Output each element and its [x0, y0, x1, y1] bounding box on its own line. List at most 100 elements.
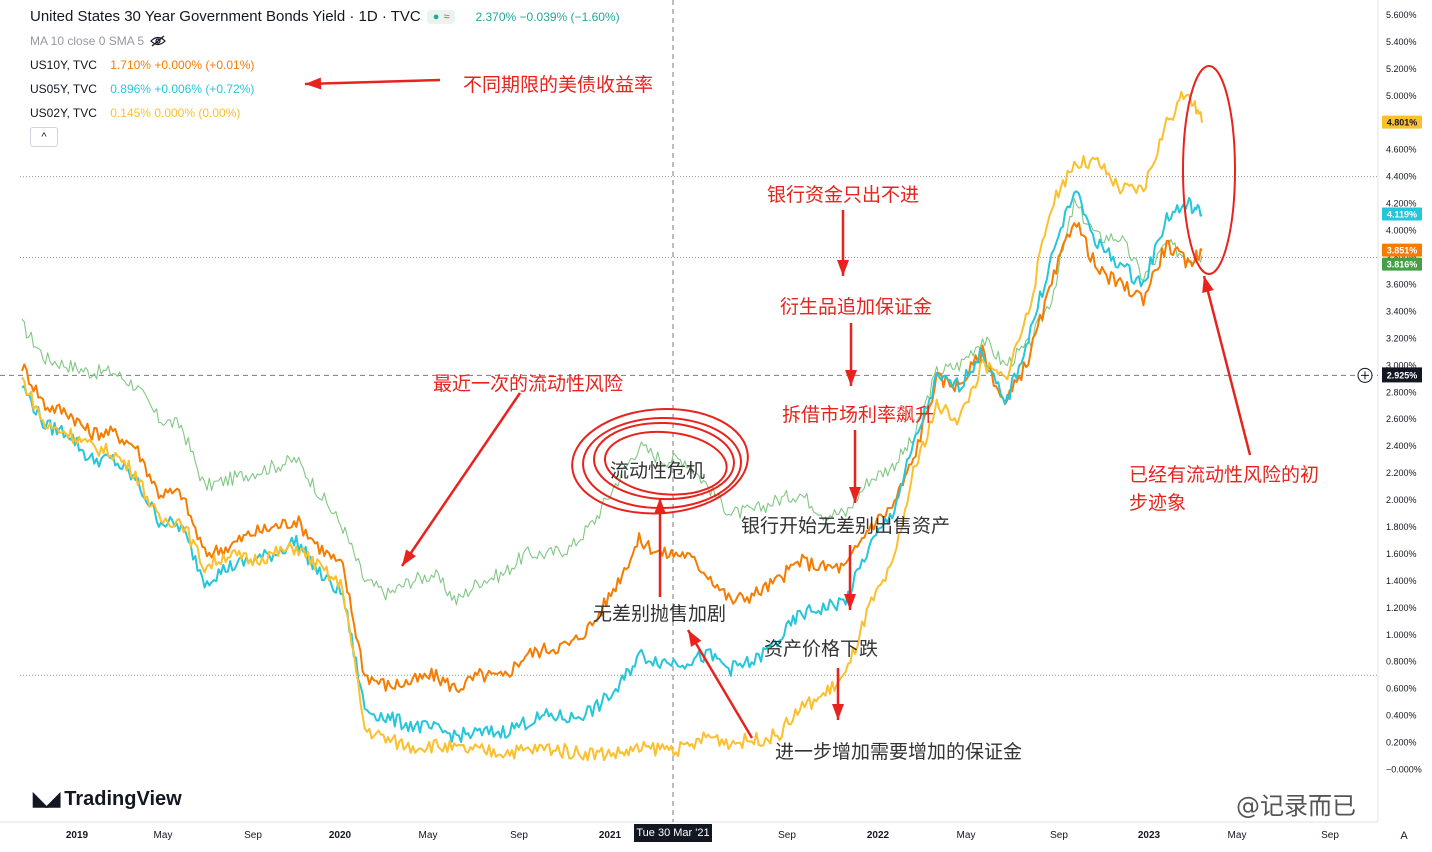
arrow-to-legend-head [305, 77, 322, 90]
y-tick-label: 1.600% [1386, 549, 1417, 559]
legend-name: US10Y, TVC [30, 58, 97, 72]
annotation-repo: 拆借市场利率飙升 [782, 404, 935, 426]
x-tick-label: May [1228, 830, 1247, 841]
legend-row-us10y[interactable]: US10Y, TVC 1.710% +0.000% (+0.01%) [30, 58, 620, 72]
y-tick-label: 3.200% [1386, 333, 1417, 343]
y-tick-label: 4.400% [1386, 172, 1417, 182]
y-tick-label: 0.600% [1386, 684, 1417, 694]
legend-row-us02y[interactable]: US02Y, TVC 0.145% 0.000% (0.00%) [30, 106, 620, 120]
last-value-label: 4.119% [1387, 210, 1417, 220]
wave-icon: ≈ [443, 10, 450, 23]
annotation-more-margin: 进一步增加需要增加的保证金 [775, 741, 1023, 763]
series-line-us02y [21, 90, 1203, 762]
last-value-badge [1382, 243, 1422, 257]
annotation-bank-sell: 银行开始无差别出售资产 [741, 515, 951, 537]
y-tick-label: 1.800% [1386, 522, 1417, 532]
x-tick-label: Sep [244, 830, 262, 841]
chevron-up-icon: ^ [41, 131, 47, 143]
legend-row-us05y[interactable]: US05Y, TVC 0.896% +0.006% (+0.72%) [30, 82, 620, 96]
y-tick-label: 5.200% [1386, 64, 1417, 74]
legend-values: 0.145% 0.000% (0.00%) [110, 106, 241, 120]
auto-scale-button[interactable]: A [1400, 830, 1408, 842]
crosshair-date-label: Tue 30 Mar '21 [634, 824, 712, 842]
arrow-signs-head [1202, 276, 1214, 293]
arrow-more-margin-head [688, 630, 702, 647]
annotation-signs-line2: 步迹象 [1129, 492, 1187, 514]
x-tick-label: 2019 [66, 830, 89, 841]
ma-indicator-row[interactable]: MA 10 close 0 SMA 5 [30, 34, 620, 48]
series-line-us30y [21, 198, 1203, 606]
y-tick-label: 1.000% [1386, 630, 1417, 640]
y-tick-label: 1.200% [1386, 603, 1417, 613]
symbol-values: 2.370% −0.039% (−1.60%) [475, 9, 620, 24]
x-tick-label: 2021 [599, 830, 622, 841]
y-tick-label: 3.800% [1386, 253, 1417, 263]
x-tick-label: May [957, 830, 976, 841]
y-tick-label: 5.600% [1386, 10, 1417, 20]
last-value-badge [1382, 207, 1422, 221]
y-tick-label: 5.400% [1386, 37, 1417, 47]
y-tick-label: −0.000% [1386, 765, 1422, 775]
y-tick-label: 3.600% [1386, 279, 1417, 289]
arrow-crisis-up-head [654, 498, 666, 514]
annotation-signs-line1: 已经有流动性风险的初 [1129, 464, 1320, 486]
arrow-bank-cash-head [837, 260, 849, 276]
time-axis[interactable] [0, 822, 1432, 852]
eye-hidden-icon[interactable] [150, 35, 166, 47]
y-tick-label: 2.000% [1386, 495, 1417, 505]
legend-name: US02Y, TVC [30, 106, 97, 120]
status-dot-icon: ● [432, 10, 440, 23]
y-tick-label: 0.200% [1386, 738, 1417, 748]
annotation-bank-cash: 银行资金只出不进 [767, 184, 920, 206]
x-tick-label: May [154, 830, 173, 841]
y-tick-label: 2.200% [1386, 468, 1417, 478]
arrow-derivatives-head [845, 370, 857, 386]
last-value-label: 3.816% [1387, 260, 1418, 270]
y-tick-label: 2.600% [1386, 414, 1417, 424]
x-tick-label: May [419, 830, 438, 841]
last-value-label: 4.801% [1387, 118, 1418, 128]
market-status-pill[interactable]: ● ≈ [426, 9, 456, 24]
y-tick-label: 2.800% [1386, 387, 1417, 397]
symbol-title: United States 30 Year Government Bonds Y… [30, 8, 421, 25]
legend-values: 0.896% +0.006% (+0.72%) [110, 82, 255, 96]
legend-values: 1.710% +0.000% (+0.01%) [110, 58, 255, 72]
arrow-last-risk-head [402, 549, 416, 566]
main-symbol-row[interactable]: United States 30 Year Government Bonds Y… [30, 8, 620, 25]
logo-text: TradingView [64, 788, 182, 810]
price-axis[interactable] [1378, 0, 1432, 822]
y-tick-label: 4.200% [1386, 199, 1417, 209]
arrow-bank-sell-head [844, 594, 856, 610]
arrow-price-fall-head [832, 704, 844, 720]
y-tick-label: 2.400% [1386, 441, 1417, 451]
highlight-ellipse [1182, 65, 1236, 275]
last-value-label: 3.851% [1387, 246, 1418, 256]
tradingview-logo[interactable]: ◣◢ TradingView [33, 788, 182, 811]
arrow-signs [1202, 275, 1252, 456]
crosshair-value-label: 2.925% [1387, 370, 1418, 380]
arrow-more-margin [686, 629, 754, 739]
x-tick-label: Sep [1050, 830, 1068, 841]
x-tick-label: Sep [510, 830, 528, 841]
y-tick-label: 0.800% [1386, 657, 1417, 667]
annotation-price-fall: 资产价格下跌 [764, 638, 879, 660]
x-tick-label: 2022 [867, 830, 890, 841]
y-tick-label: 4.600% [1386, 145, 1417, 155]
scribble-circle [582, 417, 743, 510]
collapse-legend-button[interactable]: ^ [30, 127, 58, 147]
y-tick-label: 1.400% [1386, 576, 1417, 586]
y-tick-label: 5.000% [1386, 91, 1417, 101]
x-tick-label: 2023 [1138, 830, 1161, 841]
x-tick-label: 2020 [329, 830, 352, 841]
watermark: @记录而已 [1236, 792, 1356, 820]
series-line-us05y [21, 190, 1203, 744]
annotation-derivatives: 衍生品追加保证金 [780, 296, 933, 318]
annotation-last-risk: 最近一次的流动性风险 [433, 373, 624, 395]
plus-icon [1361, 371, 1369, 380]
scribble-circle [603, 430, 728, 496]
annotation-crisis: 流动性危机 [610, 460, 706, 482]
tradingview-mark-icon: ◣◢ [33, 789, 60, 810]
x-tick-label: Sep [778, 830, 796, 841]
arrow-to-legend [304, 78, 441, 86]
